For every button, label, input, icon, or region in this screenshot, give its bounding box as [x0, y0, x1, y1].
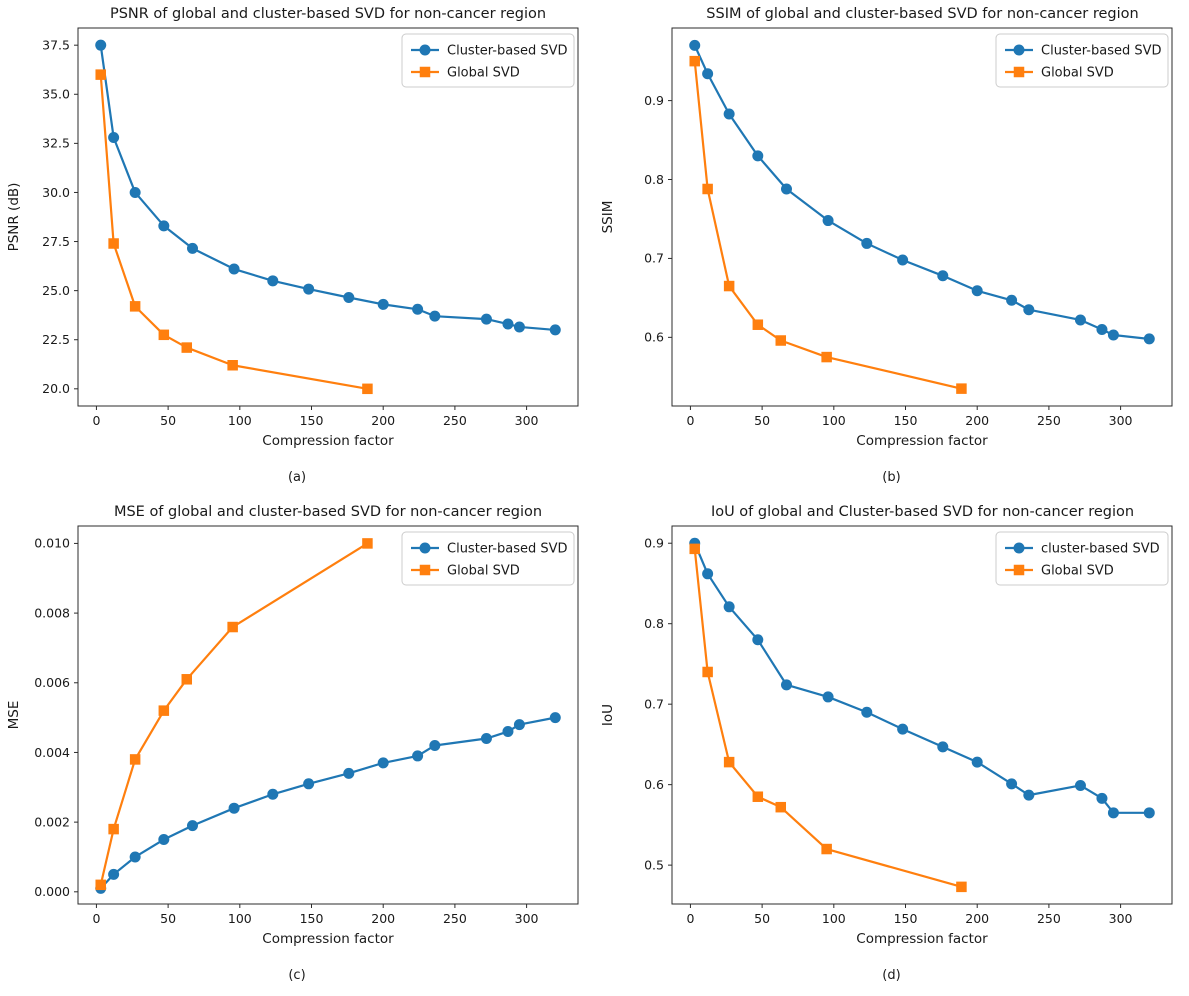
svg-text:100: 100 — [822, 413, 846, 428]
svg-text:0.010: 0.010 — [34, 536, 70, 551]
svg-text:0.6: 0.6 — [644, 777, 664, 792]
svg-text:200: 200 — [371, 911, 395, 926]
svg-text:22.5: 22.5 — [42, 332, 70, 347]
svg-text:Cluster-based SVD: Cluster-based SVD — [447, 44, 568, 59]
svg-text:0.8: 0.8 — [644, 172, 664, 187]
svg-text:0.5: 0.5 — [644, 857, 664, 872]
svg-text:200: 200 — [965, 911, 989, 926]
svg-text:200: 200 — [965, 413, 989, 428]
svg-text:27.5: 27.5 — [42, 234, 70, 249]
svg-text:32.5: 32.5 — [42, 136, 70, 151]
chart-caption-b: (b) — [882, 469, 901, 485]
svg-text:300: 300 — [1109, 413, 1133, 428]
svg-text:Compression factor: Compression factor — [262, 931, 394, 947]
svg-text:100: 100 — [228, 911, 252, 926]
iou-plot: 0 50 100 150 200 250 300 0.5 0.6 0.7 0.8 0.9 Compres… — [600, 525, 1173, 947]
svg-text:SSIM: SSIM — [600, 201, 616, 234]
svg-text:37.5: 37.5 — [42, 37, 70, 52]
svg-text:300: 300 — [1109, 911, 1133, 926]
svg-text:150: 150 — [300, 413, 324, 428]
svg-text:cluster-based SVD: cluster-based SVD — [1041, 542, 1160, 557]
svg-text:Cluster-based SVD: Cluster-based SVD — [447, 542, 568, 557]
svg-text:0.000: 0.000 — [34, 884, 70, 899]
svg-text:0: 0 — [686, 911, 694, 926]
svg-text:35.0: 35.0 — [42, 87, 70, 102]
svg-text:50: 50 — [754, 413, 770, 428]
svg-text:250: 250 — [1037, 413, 1061, 428]
svg-text:20.0: 20.0 — [42, 381, 70, 396]
chart-caption-a: (a) — [287, 469, 307, 485]
ssim-plot: 0 50 100 150 200 250 300 0.6 0.7 0.8 0.9 Compressio… — [600, 27, 1173, 449]
svg-text:50: 50 — [160, 911, 176, 926]
chart-title-ssim: SSIM of global and cluster-based SVD for… — [706, 6, 1139, 22]
chart-panel-mse: MSE of global and cluster-based SVD for … — [0, 498, 594, 996]
chart-title-psnr: PSNR of global and cluster-based SVD for… — [109, 6, 547, 22]
svg-text:25.0: 25.0 — [42, 283, 70, 298]
svg-text:0.6: 0.6 — [644, 330, 664, 345]
mse-plot: 0 50 100 150 200 250 300 0.000 0.002 0.004 0.006 0.… — [6, 525, 579, 947]
svg-text:0.008: 0.008 — [34, 605, 70, 620]
chart-caption-c: (c) — [288, 967, 306, 983]
psnr-plot: 0 50 100 150 200 250 300 20.0 22.5 25.0 27.5 30.0 32… — [6, 27, 579, 449]
chart-title-mse: MSE of global and cluster-based SVD for … — [113, 504, 543, 520]
svg-text:IoU: IoU — [600, 704, 616, 726]
chart-title-iou: IoU of global and Cluster-based SVD for … — [710, 504, 1135, 520]
svg-text:100: 100 — [822, 911, 846, 926]
chart-caption-d: (d) — [882, 967, 901, 983]
chart-panel-psnr: PSNR of global and cluster-based SVD for… — [0, 0, 594, 498]
svg-text:0.9: 0.9 — [644, 536, 664, 551]
svg-text:30.0: 30.0 — [42, 185, 70, 200]
svg-text:50: 50 — [160, 413, 176, 428]
svg-text:Compression factor: Compression factor — [856, 433, 988, 449]
svg-text:50: 50 — [754, 911, 770, 926]
svg-text:Compression factor: Compression factor — [262, 433, 394, 449]
svg-text:0.004: 0.004 — [34, 745, 70, 760]
svg-text:0.002: 0.002 — [34, 814, 70, 829]
svg-text:PSNR (dB): PSNR (dB) — [6, 183, 22, 252]
svg-text:0.7: 0.7 — [644, 251, 664, 266]
svg-text:300: 300 — [515, 911, 539, 926]
svg-text:150: 150 — [894, 413, 918, 428]
svg-text:0: 0 — [92, 413, 100, 428]
svg-text:Compression factor: Compression factor — [856, 931, 988, 947]
svg-text:Cluster-based SVD: Cluster-based SVD — [1041, 44, 1162, 59]
svg-text:150: 150 — [894, 911, 918, 926]
svg-text:Global SVD: Global SVD — [447, 564, 520, 579]
svg-text:100: 100 — [228, 413, 252, 428]
svg-text:MSE: MSE — [6, 701, 22, 730]
svg-text:0.9: 0.9 — [644, 93, 664, 108]
svg-text:250: 250 — [443, 911, 467, 926]
svg-text:300: 300 — [515, 413, 539, 428]
svg-text:250: 250 — [443, 413, 467, 428]
chart-panel-iou: IoU of global and Cluster-based SVD for … — [594, 498, 1189, 996]
svg-text:Global SVD: Global SVD — [1041, 564, 1114, 579]
chart-panel-ssim: SSIM of global and cluster-based SVD for… — [594, 0, 1189, 498]
svg-text:250: 250 — [1037, 911, 1061, 926]
svg-text:0: 0 — [92, 911, 100, 926]
svg-text:150: 150 — [300, 911, 324, 926]
svg-text:0.7: 0.7 — [644, 696, 664, 711]
svg-text:0.006: 0.006 — [34, 675, 70, 690]
svg-text:Global SVD: Global SVD — [447, 66, 520, 81]
svg-text:200: 200 — [371, 413, 395, 428]
svg-text:0.8: 0.8 — [644, 616, 664, 631]
svg-text:0: 0 — [686, 413, 694, 428]
svg-text:Global SVD: Global SVD — [1041, 66, 1114, 81]
